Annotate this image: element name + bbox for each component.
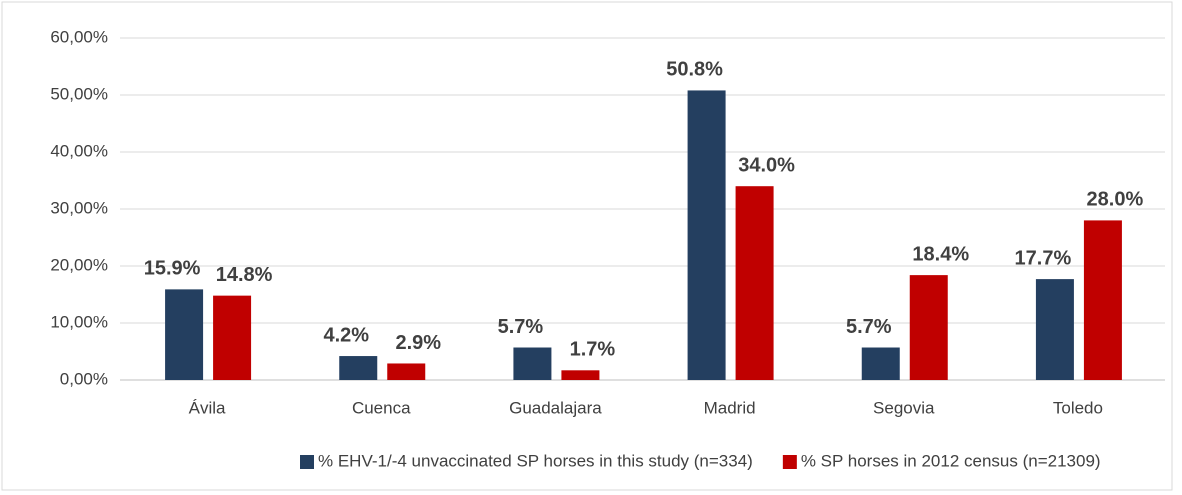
bar: [687, 90, 726, 380]
value-label: 18.4%: [912, 243, 969, 265]
y-tick-label: 20,00%: [50, 255, 108, 274]
value-label: 4.2%: [323, 324, 369, 346]
bar: [1083, 220, 1122, 380]
bar: [735, 186, 774, 380]
legend-label: % EHV-1/-4 unvaccinated SP horses in thi…: [318, 451, 753, 470]
value-label: 28.0%: [1087, 189, 1144, 211]
legend-swatch: [300, 455, 314, 469]
x-tick-label: Toledo: [1053, 398, 1103, 417]
legend-swatch: [782, 455, 797, 469]
bar: [561, 370, 600, 380]
y-tick-label: 40,00%: [50, 141, 108, 160]
y-tick-label: 10,00%: [50, 312, 108, 331]
value-label: 2.9%: [395, 332, 441, 354]
x-tick-label: Guadalajara: [509, 398, 602, 417]
bar: [213, 295, 252, 380]
value-label: 17.7%: [1015, 247, 1072, 269]
bar: [165, 289, 204, 380]
value-label: 5.7%: [498, 316, 544, 338]
x-tick-label: Segovia: [873, 398, 935, 417]
y-tick-label: 50,00%: [50, 84, 108, 103]
bar: [909, 275, 948, 380]
value-label: 5.7%: [846, 316, 892, 338]
x-tick-label: Ávila: [189, 398, 226, 417]
bar: [861, 347, 900, 380]
value-label: 50.8%: [666, 59, 723, 81]
y-tick-label: 0,00%: [60, 369, 108, 388]
x-tick-label: Cuenca: [352, 398, 411, 417]
x-tick-label: Madrid: [704, 398, 756, 417]
value-label: 14.8%: [216, 264, 273, 286]
value-label: 34.0%: [738, 154, 795, 176]
y-tick-label: 60,00%: [50, 27, 108, 46]
bar: [1035, 279, 1074, 380]
legend-label: % SP horses in 2012 census (n=21309): [801, 451, 1101, 470]
value-label: 1.7%: [570, 339, 616, 361]
bar: [513, 347, 552, 380]
bar: [339, 356, 378, 380]
y-tick-label: 30,00%: [50, 198, 108, 217]
bar: [387, 363, 426, 380]
value-label: 15.9%: [144, 258, 201, 280]
